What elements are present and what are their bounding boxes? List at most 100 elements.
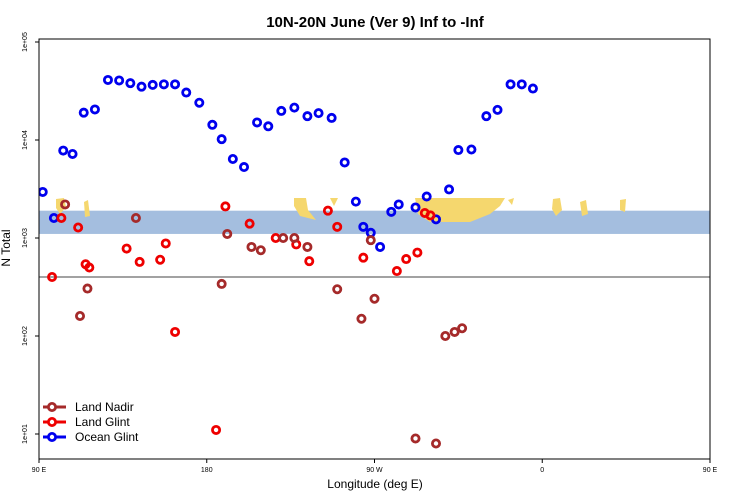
ocean-glint-point <box>114 75 125 86</box>
ocean-glint-point <box>516 79 527 90</box>
land-glint-point <box>391 266 402 277</box>
land-glint-point <box>412 247 423 258</box>
ocean-glint-point <box>136 81 147 92</box>
ocean-glint-point <box>410 202 421 213</box>
ocean-glint-point <box>207 119 218 130</box>
legend-label: Land Nadir <box>75 400 134 414</box>
ocean-glint-point <box>263 121 274 132</box>
land-nadir-point <box>369 293 380 304</box>
legend-marker <box>47 431 58 442</box>
y-tick-label: 1e+04 <box>22 130 29 150</box>
land-glint-point <box>332 221 343 232</box>
world-map-band <box>39 198 710 234</box>
land-nadir-point <box>216 278 227 289</box>
land-nadir-point <box>255 245 266 256</box>
land-shape <box>84 200 90 217</box>
land-nadir-point <box>60 199 71 210</box>
ocean-glint-point <box>339 157 350 168</box>
land-shape <box>580 200 588 216</box>
legend-label: Ocean Glint <box>75 430 139 444</box>
ocean-glint-point <box>358 221 369 232</box>
ocean-glint-point <box>39 186 48 197</box>
x-tick-label: 90 E <box>703 467 718 474</box>
ocean-glint-point <box>302 111 313 122</box>
land-nadir-point <box>440 330 451 341</box>
land-nadir-point <box>222 228 233 239</box>
ocean-glint-point <box>527 83 538 94</box>
land-nadir-point <box>457 323 468 334</box>
land-nadir-point <box>75 310 86 321</box>
land-glint-point <box>155 254 166 265</box>
ocean-glint-point <box>444 184 455 195</box>
legend-marker <box>47 401 58 412</box>
land-nadir-point <box>332 284 343 295</box>
land-shape <box>552 198 562 216</box>
x-axis: 90 E 180 90 W 0 90 E <box>32 459 718 474</box>
land-shape <box>294 198 316 220</box>
y-tick-label: 1e+01 <box>22 424 29 444</box>
land-glint-point <box>211 424 222 435</box>
legend-item-ocean-glint: Ocean Glint <box>43 430 139 444</box>
ocean-glint-point <box>492 104 503 115</box>
ocean-glint-point <box>78 107 89 118</box>
chart-title: 10N-20N June (Ver 9) Inf to -Inf <box>266 14 485 31</box>
ocean-glint-point <box>252 117 263 128</box>
ocean-glint-point <box>58 145 69 156</box>
ocean-glint-point <box>289 102 300 113</box>
land-nadir-point <box>302 241 313 252</box>
plot-frame <box>38 38 711 460</box>
ocean-strip <box>39 210 710 234</box>
land-nadir-point <box>82 283 93 294</box>
land-nadir-point <box>449 326 460 337</box>
ocean-glint-point <box>350 196 361 207</box>
land-glint-point <box>244 218 255 229</box>
y-tick-label: 1e+03 <box>22 228 29 248</box>
ocean-glint-point <box>125 78 136 89</box>
ocean-glint-point <box>89 104 100 115</box>
ocean-glint-point <box>67 148 78 159</box>
ocean-glint-point <box>393 199 404 210</box>
y-tick-label: 1e+02 <box>22 326 29 346</box>
land-glint-point <box>170 326 181 337</box>
x-tick-label: 90 W <box>366 467 383 474</box>
ocean-glint-point <box>466 144 477 155</box>
land-shape <box>508 198 514 205</box>
ocean-glint-point <box>147 79 158 90</box>
land-glint-point <box>84 262 95 273</box>
land-glint-point <box>47 271 58 282</box>
land-glint-point <box>322 205 333 216</box>
land-shape <box>620 199 626 212</box>
land-glint-point <box>134 256 145 267</box>
land-glint-point <box>401 254 412 265</box>
ocean-glint-point <box>158 79 169 90</box>
ocean-glint-point <box>194 97 205 108</box>
land-glint-point <box>358 252 369 263</box>
ocean-glint-point <box>326 112 337 123</box>
y-axis-label: N Total <box>0 229 13 266</box>
legend-marker <box>47 416 58 427</box>
land-nadir-point <box>365 235 376 246</box>
ocean-glint-point <box>216 134 227 145</box>
land-glint-point <box>121 243 132 254</box>
x-tick-label: 90 E <box>32 467 47 474</box>
ocean-glint-point <box>181 87 192 98</box>
x-tick-label: 180 <box>201 467 213 474</box>
land-nadir-point <box>246 241 257 252</box>
ocean-glint-point <box>386 206 397 217</box>
land-glint-point <box>56 212 67 223</box>
ocean-glint-point <box>505 79 516 90</box>
land-nadir-point <box>289 232 300 243</box>
land-glint-point <box>160 238 171 249</box>
y-axis: 1e+01 1e+02 1e+03 1e+04 1e+05 <box>22 32 39 444</box>
ocean-glint-point <box>375 241 386 252</box>
legend-item-land-glint: Land Glint <box>43 415 130 429</box>
ocean-glint-point <box>313 108 324 119</box>
land-nadir-point <box>431 438 442 449</box>
legend-label: Land Glint <box>75 415 130 429</box>
land-glint-point <box>73 222 84 233</box>
land-nadir-point <box>278 232 289 243</box>
land-nadir-point <box>410 433 421 444</box>
ocean-glint-point <box>227 153 238 164</box>
ocean-glint-point <box>102 74 113 85</box>
